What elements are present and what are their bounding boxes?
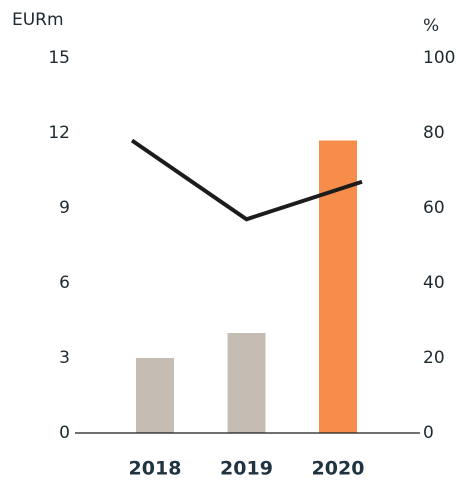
y-tick-label: 15 (48, 48, 70, 68)
y-tick-label: 12 (48, 123, 70, 143)
x-tick-label: 2019 (220, 458, 273, 480)
y-tick-label: 0 (59, 423, 70, 443)
y-axis-label: EURm (12, 10, 64, 30)
y2-tick-label: 80 (423, 123, 445, 143)
y2-tick-label: 0 (423, 423, 434, 443)
y2-tick-label: 40 (423, 273, 445, 293)
y2-tick-label: 60 (423, 198, 445, 218)
x-tick-label: 2020 (312, 458, 365, 480)
y2-tick-label: 20 (423, 348, 445, 368)
y-tick-label: 3 (59, 348, 70, 368)
y-tick-label: 6 (59, 273, 70, 293)
bar (136, 358, 174, 433)
x-tick-label: 2018 (129, 458, 182, 480)
y-tick-label: 9 (59, 198, 70, 218)
line (130, 138, 363, 222)
y2-axis-label: % (423, 16, 439, 36)
y2-tick-label: 100 (423, 48, 455, 68)
bar (227, 333, 266, 433)
